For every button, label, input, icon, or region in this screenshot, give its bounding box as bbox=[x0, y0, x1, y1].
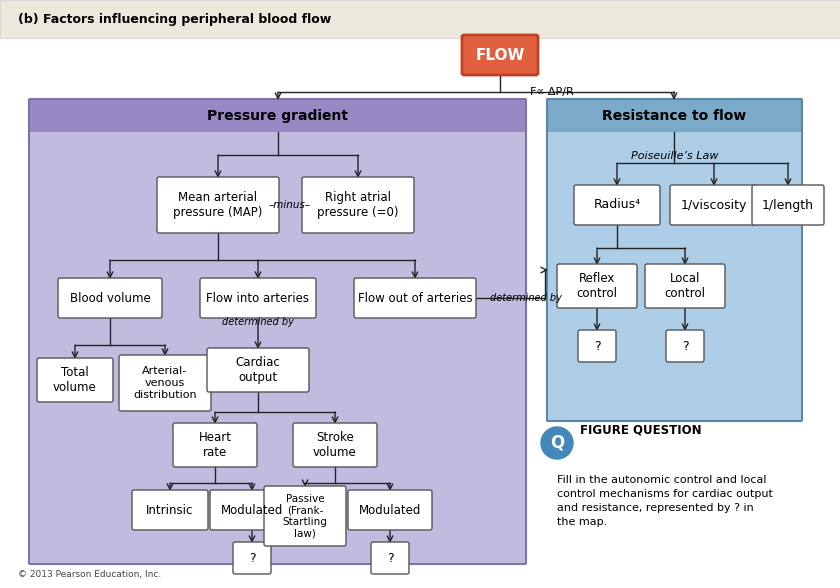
Text: 1/length: 1/length bbox=[762, 199, 814, 212]
Text: Radius⁴: Radius⁴ bbox=[593, 199, 641, 212]
FancyBboxPatch shape bbox=[233, 542, 271, 574]
Bar bbox=[0, 0, 840, 38]
Text: ?: ? bbox=[249, 552, 255, 564]
FancyBboxPatch shape bbox=[574, 185, 660, 225]
FancyBboxPatch shape bbox=[173, 423, 257, 467]
FancyBboxPatch shape bbox=[210, 490, 294, 530]
FancyBboxPatch shape bbox=[354, 278, 476, 318]
FancyBboxPatch shape bbox=[207, 348, 309, 392]
FancyBboxPatch shape bbox=[132, 490, 208, 530]
FancyBboxPatch shape bbox=[666, 330, 704, 362]
Text: Mean arterial
pressure (MAP): Mean arterial pressure (MAP) bbox=[173, 191, 263, 219]
Text: Modulated: Modulated bbox=[359, 503, 421, 516]
FancyBboxPatch shape bbox=[119, 355, 211, 411]
Text: (b) Factors influencing peripheral blood flow: (b) Factors influencing peripheral blood… bbox=[18, 12, 331, 25]
Text: Blood volume: Blood volume bbox=[70, 292, 150, 305]
Circle shape bbox=[541, 427, 573, 459]
Text: Stroke
volume: Stroke volume bbox=[313, 431, 357, 459]
Text: –minus–: –minus– bbox=[269, 200, 311, 210]
FancyBboxPatch shape bbox=[200, 278, 316, 318]
FancyBboxPatch shape bbox=[157, 177, 279, 233]
Text: 1/viscosity: 1/viscosity bbox=[680, 199, 748, 212]
FancyBboxPatch shape bbox=[293, 423, 377, 467]
FancyBboxPatch shape bbox=[462, 35, 538, 75]
FancyBboxPatch shape bbox=[557, 264, 637, 308]
Text: Passive
(Frank-
Startling
law): Passive (Frank- Startling law) bbox=[282, 493, 328, 539]
Text: Modulated: Modulated bbox=[221, 503, 283, 516]
Text: Poiseuille’s Law: Poiseuille’s Law bbox=[631, 151, 718, 161]
Text: Flow into arteries: Flow into arteries bbox=[207, 292, 309, 305]
Text: FIGURE QUESTION: FIGURE QUESTION bbox=[580, 423, 701, 436]
Text: Local
control: Local control bbox=[664, 272, 706, 300]
Text: Q: Q bbox=[550, 434, 564, 452]
Text: Reflex
control: Reflex control bbox=[576, 272, 617, 300]
Bar bbox=[548, 132, 801, 420]
Text: determined by: determined by bbox=[490, 293, 562, 303]
Text: determined by: determined by bbox=[222, 317, 294, 327]
FancyBboxPatch shape bbox=[302, 177, 414, 233]
Text: Cardiac
output: Cardiac output bbox=[236, 356, 281, 384]
FancyBboxPatch shape bbox=[37, 358, 113, 402]
Bar bbox=[30, 132, 525, 563]
FancyBboxPatch shape bbox=[371, 542, 409, 574]
Text: Fill in the autonomic control and local
control mechanisms for cardiac output
an: Fill in the autonomic control and local … bbox=[557, 475, 773, 527]
Text: Resistance to flow: Resistance to flow bbox=[602, 109, 747, 123]
Text: © 2013 Pearson Education, Inc.: © 2013 Pearson Education, Inc. bbox=[18, 570, 161, 579]
Text: Arterial-
venous
distribution: Arterial- venous distribution bbox=[134, 366, 197, 400]
Text: F∝ ΔP/R: F∝ ΔP/R bbox=[530, 87, 574, 97]
Text: ?: ? bbox=[386, 552, 393, 564]
FancyBboxPatch shape bbox=[264, 486, 346, 546]
FancyBboxPatch shape bbox=[348, 490, 432, 530]
FancyBboxPatch shape bbox=[547, 99, 802, 421]
Text: ?: ? bbox=[682, 339, 688, 352]
FancyBboxPatch shape bbox=[645, 264, 725, 308]
Text: Heart
rate: Heart rate bbox=[198, 431, 232, 459]
Text: Total
volume: Total volume bbox=[53, 366, 97, 394]
FancyBboxPatch shape bbox=[752, 185, 824, 225]
Text: Pressure gradient: Pressure gradient bbox=[207, 109, 348, 123]
FancyBboxPatch shape bbox=[670, 185, 758, 225]
FancyBboxPatch shape bbox=[58, 278, 162, 318]
Text: Right atrial
pressure (=0): Right atrial pressure (=0) bbox=[318, 191, 399, 219]
Text: FLOW: FLOW bbox=[475, 48, 525, 62]
Text: Flow out of arteries: Flow out of arteries bbox=[358, 292, 472, 305]
FancyBboxPatch shape bbox=[29, 99, 526, 564]
FancyBboxPatch shape bbox=[578, 330, 616, 362]
Text: Intrinsic: Intrinsic bbox=[146, 503, 194, 516]
Text: ?: ? bbox=[594, 339, 601, 352]
